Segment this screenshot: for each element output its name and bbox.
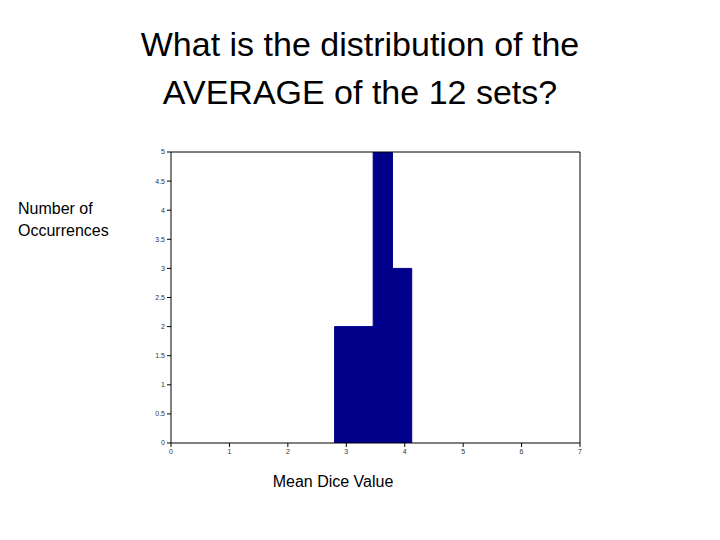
svg-text:2.5: 2.5 [155,294,165,301]
svg-text:3: 3 [344,448,348,455]
html-text:Number of Occurrences: Number of Occurrences [18,200,109,239]
svg-text:2: 2 [286,448,290,455]
svg-text:0: 0 [161,439,165,446]
svg-text:3: 3 [161,265,165,272]
svg-text:5: 5 [161,148,165,155]
svg-text:4.5: 4.5 [155,178,165,185]
svg-text:1: 1 [161,381,165,388]
svg-text:7: 7 [578,448,582,455]
svg-text:4: 4 [161,207,165,214]
html-text:Mean Dice Value: Mean Dice Value [272,473,394,490]
svg-text:6: 6 [520,448,524,455]
svg-text:3.5: 3.5 [155,236,165,243]
svg-text:1.5: 1.5 [155,352,165,359]
svg-text:5: 5 [461,448,465,455]
svg-text:0: 0 [169,448,173,455]
svg-text:0.5: 0.5 [155,410,165,417]
svg-text:2: 2 [161,323,165,330]
svg-text:1: 1 [227,448,231,455]
html-text:What is the distribution of th: What is the distribution of the AVERAGE … [140,25,580,111]
svg-text:4: 4 [403,448,407,455]
